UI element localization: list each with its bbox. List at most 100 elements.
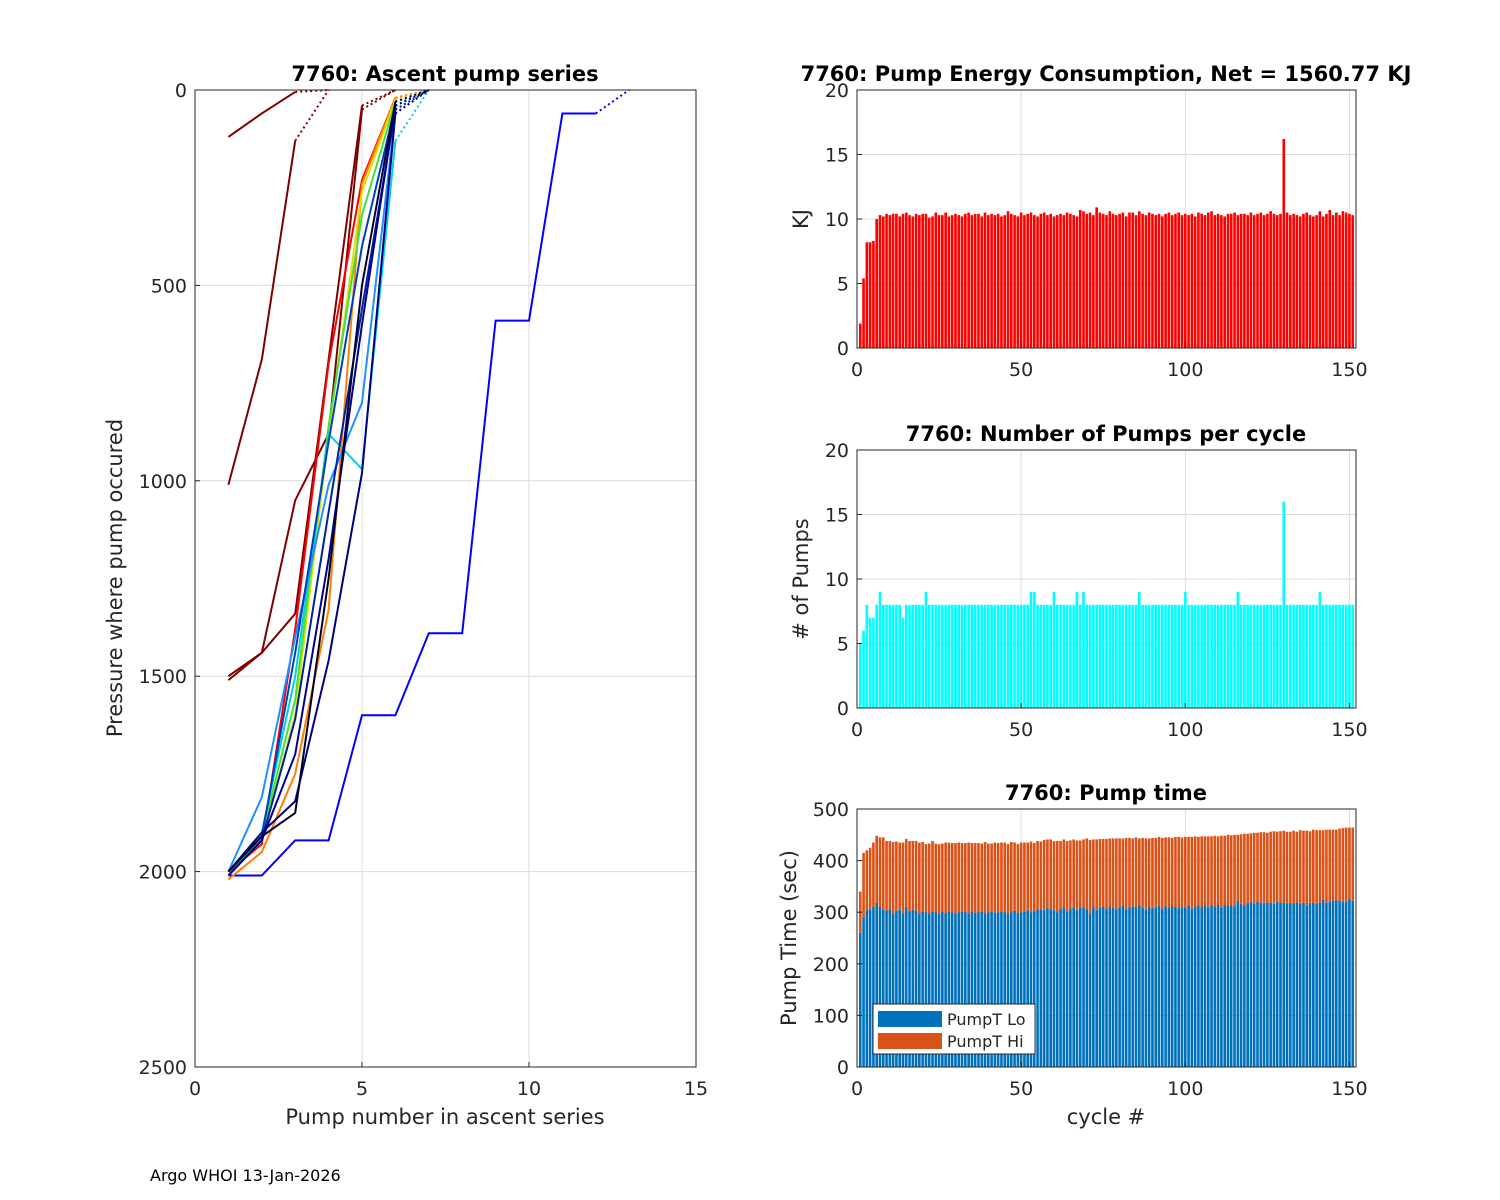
pumps-bar: [937, 604, 941, 708]
pumptime-bar-hi: [1108, 838, 1112, 908]
pumptime-bar-lo: [1085, 909, 1089, 1067]
pumptime-bar-lo: [1069, 909, 1072, 1067]
energy-bar: [1292, 213, 1295, 348]
ascent-series-band-black: [227, 101, 397, 873]
energy-bar: [1000, 216, 1003, 348]
pumptime-bar-lo: [1272, 903, 1276, 1067]
pumptime-bar-hi: [918, 842, 921, 914]
energy-bar: [878, 215, 882, 348]
pumptime-bar-hi: [924, 844, 928, 913]
pumptime-bar-hi: [990, 843, 993, 912]
energy-bar: [1174, 213, 1177, 348]
energy-bar: [931, 216, 934, 348]
energy-bar: [1216, 213, 1220, 348]
pumps-bar: [1272, 604, 1276, 708]
energy-bar: [1233, 212, 1236, 348]
pumptime-bar-hi: [1187, 836, 1190, 907]
pumptime-bar-lo: [1229, 904, 1233, 1067]
pumps-bar: [1328, 604, 1332, 708]
pumps-bar: [1256, 604, 1259, 708]
energy-bar: [901, 213, 905, 348]
energy-bar: [1082, 211, 1085, 348]
pumps-bar: [983, 604, 987, 708]
pumptime-bar-hi: [881, 837, 885, 910]
pumps-y-label: # of Pumps: [789, 518, 813, 640]
pumptime-bar-hi: [921, 842, 924, 912]
pumptime-bar-lo: [895, 910, 898, 1067]
pumps-bar: [1285, 604, 1289, 708]
pumptime-bar-lo: [908, 911, 911, 1067]
pumptime-bar-lo: [1210, 905, 1213, 1067]
energy-bar: [1013, 215, 1016, 348]
ascent-ytick-label: 1000: [139, 471, 187, 493]
pumptime-bar-lo: [1259, 902, 1263, 1067]
pumptime-bar-lo: [954, 913, 957, 1067]
pumptime-bar-hi: [862, 852, 865, 918]
pumptime-bar-lo: [996, 912, 1000, 1067]
pumps-bar: [1351, 604, 1355, 708]
pumps-bar: [947, 604, 951, 708]
ascent-series-early-2: [227, 140, 297, 485]
energy-bar: [1282, 139, 1286, 348]
pumps-bar: [1170, 604, 1174, 708]
pumps-bar: [1052, 591, 1056, 708]
pumptime-bar-lo: [1174, 907, 1177, 1067]
energy-bar: [918, 215, 921, 348]
pumptime-bar-hi: [1147, 838, 1151, 908]
energy-bar: [973, 213, 977, 348]
energy-bar: [1190, 213, 1194, 348]
energy-bar: [1279, 213, 1282, 348]
energy-bar: [872, 240, 875, 348]
pumps-bar: [875, 604, 879, 708]
pumptime-xtick-label: 0: [851, 1078, 863, 1100]
pumps-bar: [1180, 604, 1184, 708]
ascent-series-band-red: [227, 97, 397, 873]
pumptime-bar-hi: [1341, 828, 1345, 902]
energy-bar: [1298, 216, 1302, 348]
pumptime-bar-lo: [1285, 903, 1289, 1067]
ascent-series-early-4: [227, 109, 363, 678]
pumptime-bar-lo: [1062, 907, 1066, 1067]
energy-bar: [924, 213, 928, 348]
pumptime-bar-hi: [1216, 836, 1220, 905]
pumptime-bar-lo: [1252, 903, 1256, 1067]
ascent-ytick-label: 500: [151, 275, 187, 297]
pumptime-bar-hi: [954, 843, 957, 914]
pumps-ytick-label: 15: [825, 505, 849, 527]
energy-bar: [1075, 216, 1079, 348]
ascent-surface-early-1: [295, 89, 329, 93]
pumps-bar: [1344, 604, 1348, 708]
pumptime-bar-hi: [983, 842, 987, 914]
ascent-surface-band-navy-2: [394, 89, 430, 107]
pumptime-bar-hi: [1236, 834, 1240, 901]
pumptime-bar-hi: [1105, 838, 1108, 910]
pumptime-bar-lo: [1088, 913, 1092, 1067]
energy-bar: [1180, 215, 1184, 348]
pumptime-bar-lo: [934, 912, 938, 1067]
pumps-bar: [881, 604, 885, 708]
pumptime-bar-hi: [977, 843, 980, 913]
pumptime-bar-lo: [1275, 901, 1279, 1067]
energy-bar: [911, 216, 915, 348]
pumptime-bar-hi: [947, 842, 951, 912]
energy-bar: [1095, 207, 1098, 348]
pumps-bar: [1088, 604, 1092, 708]
pumps-bar: [1128, 604, 1131, 708]
pumptime-bar-hi: [1121, 838, 1125, 907]
ascent-surface-early-3: [361, 89, 396, 107]
energy-bar: [1295, 215, 1299, 348]
pumptime-bar-hi: [1141, 837, 1144, 909]
pumptime-bar-hi: [891, 842, 895, 914]
pumps-bar: [1233, 604, 1236, 708]
energy-bar: [1183, 213, 1187, 348]
pumptime-bar-hi: [1115, 838, 1118, 910]
pumps-bar: [1206, 604, 1210, 708]
ascent-series-early-3: [227, 105, 363, 681]
pumptime-bar-hi: [944, 842, 947, 913]
energy-bar: [1220, 215, 1223, 348]
ascent-xtick-label: 0: [189, 1078, 201, 1100]
pumptime-bar-hi: [1289, 831, 1292, 903]
pumptime-bar-hi: [1138, 838, 1141, 906]
pumps-bar: [1124, 604, 1128, 708]
pumps-bar: [1305, 604, 1309, 708]
